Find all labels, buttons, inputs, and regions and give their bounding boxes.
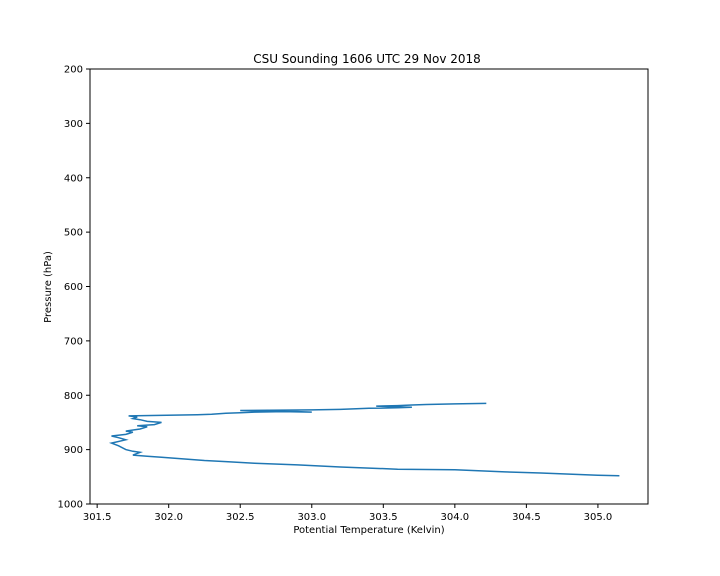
- y-tick-label: 900: [64, 445, 83, 456]
- x-tick-label: 303.0: [297, 512, 326, 523]
- x-tick-label: 302.5: [226, 512, 255, 523]
- x-tick-label: 305.0: [584, 512, 613, 523]
- y-tick-label: 600: [64, 282, 83, 293]
- y-tick-label: 400: [64, 173, 83, 184]
- x-tick-label: 301.5: [83, 512, 112, 523]
- y-tick-label: 700: [64, 336, 83, 347]
- x-axis: 301.5 302.0 302.5 303.0 303.5 304.0 304.5 305.0: [83, 504, 612, 523]
- series-line: [108, 402, 620, 477]
- chart-title: CSU Sounding 1606 UTC 29 Nov 2018: [253, 52, 481, 66]
- x-tick-label: 302.0: [154, 512, 183, 523]
- x-tick-label: 304.5: [512, 512, 541, 523]
- y-tick-label: 200: [64, 65, 83, 76]
- x-tick-label: 304.0: [441, 512, 470, 523]
- y-tick-label: 500: [64, 228, 83, 239]
- y-tick-label: 800: [64, 391, 83, 402]
- y-axis-label: Pressure (hPa): [43, 251, 54, 323]
- y-tick-label: 300: [64, 119, 83, 130]
- plot-frame: [89, 68, 649, 505]
- x-axis-label: Potential Temperature (Kelvin): [293, 525, 444, 536]
- x-tick-label: 303.5: [369, 512, 398, 523]
- y-tick-label: 1000: [58, 500, 83, 511]
- y-axis: 200 300 400 500 600 700 800 900 1000: [58, 65, 90, 511]
